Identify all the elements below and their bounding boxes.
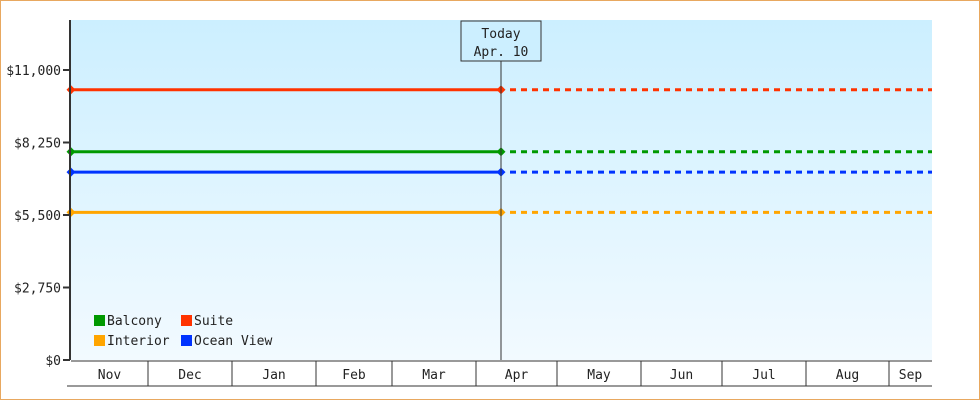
legend-label: Interior: [107, 334, 170, 349]
y-tick-label: $11,000: [6, 64, 61, 79]
month-label: May: [587, 368, 611, 383]
month-label: Jan: [262, 368, 285, 383]
month-label: Jul: [752, 368, 775, 383]
month-label: Nov: [98, 368, 122, 383]
legend-swatch: [181, 335, 192, 346]
month-label: Jun: [670, 368, 693, 383]
legend-swatch: [94, 335, 105, 346]
y-tick-label: $2,750: [14, 282, 61, 297]
legend-label: Suite: [194, 314, 233, 329]
month-label: Mar: [422, 368, 446, 383]
y-tick-label: $8,250: [14, 137, 61, 152]
month-label: Aug: [836, 368, 859, 383]
today-date: Apr. 10: [474, 45, 529, 60]
legend-label: Balcony: [107, 314, 162, 329]
legend-swatch: [181, 315, 192, 326]
y-tick-label: $0: [45, 354, 61, 369]
y-tick-label: $5,500: [14, 209, 61, 224]
legend-swatch: [94, 315, 105, 326]
month-label: Feb: [342, 368, 366, 383]
today-box: [460, 20, 542, 62]
legend-label: Ocean View: [194, 334, 272, 349]
month-label: Apr: [505, 368, 529, 383]
month-label: Dec: [178, 368, 201, 383]
month-label: Sep: [899, 368, 923, 383]
today-label: Today: [481, 27, 520, 42]
